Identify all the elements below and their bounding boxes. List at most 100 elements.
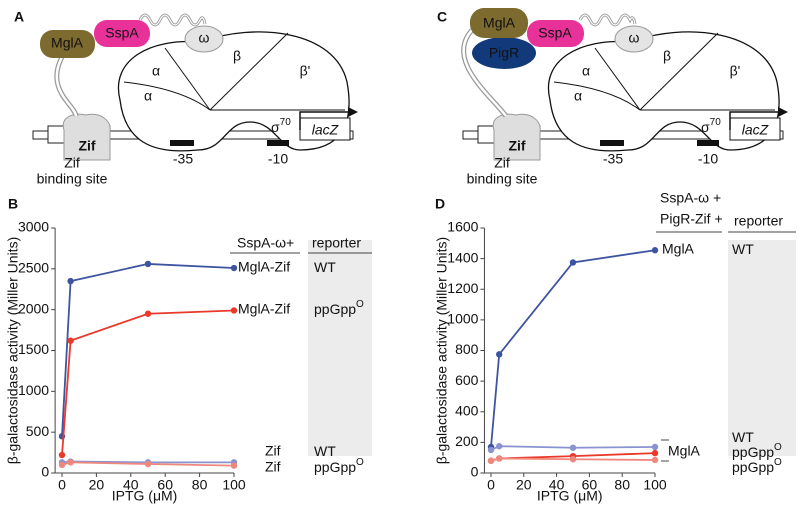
diagram-minus35: -35 [173, 151, 193, 167]
y-tick-label: 2000 [18, 300, 49, 316]
y-axis-title: β-galactosidase activity (Miller Units) [434, 237, 450, 464]
reporter-label: WT [732, 429, 754, 445]
diagram-beta-prime: β' [300, 63, 311, 79]
data-point [144, 460, 152, 468]
diagram-site-line1: Zif [494, 155, 510, 171]
x-tick-label: 0 [487, 477, 495, 493]
diagram-alpha1: α [152, 63, 160, 79]
y-tick-label: 2500 [18, 260, 49, 276]
superscript: O [774, 457, 782, 468]
diagram-c [461, 8, 789, 161]
diagram-sigma: σ70 [271, 117, 291, 135]
diagram-minus35: -35 [603, 151, 623, 167]
reporter: WT [314, 443, 336, 459]
data-point [569, 259, 577, 266]
y-tick-label: 1600 [447, 219, 478, 235]
diagram-site-line1: Zif [64, 155, 80, 171]
y-tick-label: 600 [455, 372, 479, 388]
x-tick-label: 40 [549, 477, 565, 493]
data-point [230, 264, 238, 272]
group-label: MglA [668, 443, 701, 459]
data-point [651, 247, 659, 254]
diagram-bait: MglA [51, 35, 84, 51]
diagram-zif: Zif [508, 138, 525, 154]
reporter-label: ppGppO [314, 457, 364, 475]
data-point [651, 443, 659, 451]
x-tick-label: 100 [643, 477, 667, 493]
diagram-bait: MglA [483, 15, 516, 31]
data-point [569, 444, 577, 451]
y-axis-title: β-galactosidase activity (Miller Units) [5, 237, 21, 464]
series-name: MglA-Zif [238, 301, 290, 317]
data-point [569, 456, 577, 463]
reporter: ppGpp [314, 459, 356, 475]
reporter-label: WT [732, 241, 754, 257]
series-line [61, 263, 235, 437]
panel-label: D [435, 196, 445, 212]
data-point [230, 307, 238, 314]
reporter: ppGpp [732, 459, 774, 475]
reporter: ppGpp [314, 301, 356, 317]
data-point [58, 451, 66, 459]
series-line [490, 249, 656, 448]
data-point [487, 457, 495, 464]
diagram-minus10: -10 [268, 151, 288, 167]
data-point [67, 337, 74, 344]
x-tick-label: 80 [614, 477, 630, 493]
data-point [144, 310, 152, 317]
diagram-a [32, 13, 359, 161]
series-name: MglA-Zif [238, 259, 290, 275]
diagram-label: C [437, 9, 447, 25]
diagram-prey: SspA [538, 25, 572, 41]
diagram-beta-prime: β' [730, 63, 741, 79]
x-tick-label: 80 [192, 477, 208, 493]
reporter-header: reporter [734, 213, 783, 229]
x-tick-label: 20 [516, 477, 532, 493]
x-tick-label: 20 [89, 477, 105, 493]
y-tick-label: 3000 [18, 219, 49, 235]
reporter: WT [732, 429, 754, 445]
header: SspA-ω+ [237, 235, 294, 251]
diagram-alpha2: α [144, 88, 152, 104]
diagram-site-line2: binding site [467, 171, 538, 187]
series-line [490, 445, 656, 451]
y-tick-label: 0 [471, 464, 479, 480]
diagram-gene: lacZ [742, 122, 769, 138]
series-name: Zif [265, 443, 281, 459]
superscript: 70 [710, 117, 722, 128]
y-tick-label: 400 [455, 402, 479, 418]
x-tick-label: 60 [157, 477, 173, 493]
reporter: WT [732, 241, 754, 257]
panel-label: B [8, 196, 18, 212]
x-tick-label: 40 [123, 477, 139, 493]
y-tick-label: 1000 [447, 311, 478, 327]
data-point [651, 449, 659, 457]
series-line [61, 461, 235, 467]
diagram-minus10: -10 [698, 151, 718, 167]
data-point [496, 455, 503, 462]
diagram-label: A [14, 9, 24, 25]
y-tick-label: 1400 [447, 249, 478, 265]
diagram-beta: β [233, 48, 241, 64]
data-point [144, 260, 152, 268]
reporter-label: ppGppO [732, 457, 782, 475]
y-tick-label: 200 [455, 433, 479, 449]
reporter-label: WT [314, 443, 336, 459]
y-tick-label: 800 [455, 341, 479, 357]
diagram-beta: β [663, 48, 671, 64]
y-tick-label: 500 [26, 423, 50, 439]
diagram-pigr: PigR [489, 45, 519, 61]
diagram-site-line2: binding site [37, 171, 108, 187]
reporter-label: WT [314, 259, 336, 275]
reporter: ppGpp [732, 444, 774, 460]
superscript: O [356, 299, 364, 310]
data-point [487, 446, 495, 454]
x-tick-label: 60 [582, 477, 598, 493]
diagram-zif: Zif [78, 138, 95, 154]
data-point [496, 443, 503, 450]
superscript: 70 [280, 117, 292, 128]
superscript: O [774, 442, 782, 453]
diagram-omega: ω [629, 30, 640, 46]
x-tick-label: 100 [222, 477, 246, 493]
